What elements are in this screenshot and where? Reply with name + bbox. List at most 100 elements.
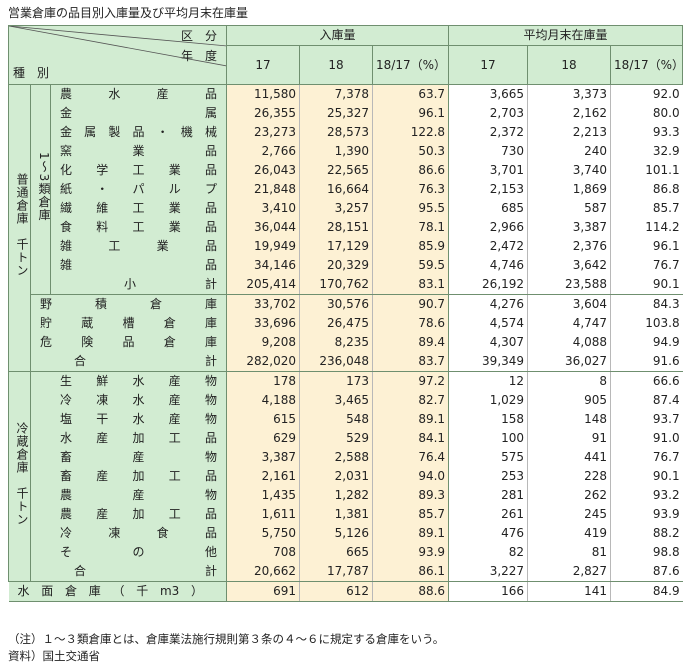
class13-section-label: 1〜3類倉庫 bbox=[30, 84, 51, 295]
cell: 86.6 bbox=[372, 161, 449, 180]
cell: 2,588 bbox=[299, 448, 373, 467]
table-row: 食料工業品 36,044 28,151 78.1 2,966 3,387 114.2 bbox=[9, 218, 683, 237]
cell: 93.9 bbox=[372, 543, 449, 562]
cell: 2,703 bbox=[448, 104, 528, 123]
cell: 7,378 bbox=[299, 84, 373, 104]
table-row: 雑品 34,146 20,329 59.5 4,746 3,642 76.7 bbox=[9, 256, 683, 275]
cell: 85.7 bbox=[610, 199, 683, 218]
cell: 228 bbox=[527, 467, 611, 486]
cell: 529 bbox=[299, 429, 373, 448]
cell: 89.1 bbox=[372, 524, 449, 543]
table-row: 繊維工業品 3,410 3,257 95.5 685 587 85.7 bbox=[9, 199, 683, 218]
table-row: 農産加工品 1,611 1,381 85.7 261 245 93.9 bbox=[9, 505, 683, 524]
cell: 81 bbox=[527, 543, 611, 562]
cell: 2,153 bbox=[448, 180, 528, 199]
cell: 4,746 bbox=[448, 256, 528, 275]
cell: 63.7 bbox=[372, 84, 449, 104]
row-label: 畜産物 bbox=[30, 448, 228, 467]
cell: 122.8 bbox=[372, 123, 449, 142]
table-row: 金属 26,355 25,327 96.1 2,703 2,162 80.0 bbox=[9, 104, 683, 123]
cell: 98.8 bbox=[610, 543, 683, 562]
year-header: 18/17（%） bbox=[372, 45, 450, 85]
table-row: 野積倉庫 33,702 30,576 90.7 4,276 3,604 84.3 bbox=[9, 294, 683, 314]
cell: 103.8 bbox=[610, 314, 683, 333]
cell: 28,151 bbox=[299, 218, 373, 237]
cell: 84.3 bbox=[610, 294, 683, 314]
cell: 100 bbox=[448, 429, 528, 448]
cell: 82.7 bbox=[372, 391, 449, 410]
cell: 629 bbox=[226, 429, 300, 448]
cell: 236,048 bbox=[299, 352, 373, 372]
table-row: 農産物 1,435 1,282 89.3 281 262 93.2 bbox=[9, 486, 683, 505]
cell: 2,966 bbox=[448, 218, 528, 237]
table-row: 窯業品 2,766 1,390 50.3 730 240 32.9 bbox=[9, 142, 683, 161]
cell: 34,146 bbox=[226, 256, 300, 275]
cell: 16,664 bbox=[299, 180, 373, 199]
row-label: 農水産品 bbox=[50, 84, 228, 104]
cell: 2,766 bbox=[226, 142, 300, 161]
cell: 170,762 bbox=[299, 275, 373, 295]
table-row: 合計 20,662 17,787 86.1 3,227 2,827 87.6 bbox=[9, 562, 683, 582]
table-row: 危険品倉庫 9,208 8,235 89.4 4,307 4,088 94.9 bbox=[9, 333, 683, 352]
year-header: 18/17（%） bbox=[610, 45, 684, 85]
reizo-section-label: 冷蔵倉庫 千トン bbox=[8, 371, 31, 582]
cell: 36,044 bbox=[226, 218, 300, 237]
cell: 25,327 bbox=[299, 104, 373, 123]
cell: 90.1 bbox=[610, 275, 683, 295]
cell: 5,750 bbox=[226, 524, 300, 543]
table-row: その他 708 665 93.9 82 81 98.8 bbox=[9, 543, 683, 562]
diagonal-lines bbox=[9, 26, 226, 67]
cell: 39,349 bbox=[448, 352, 528, 372]
cell: 691 bbox=[226, 581, 300, 602]
cell: 80.0 bbox=[610, 104, 683, 123]
cell: 84.1 bbox=[372, 429, 449, 448]
cell: 114.2 bbox=[610, 218, 683, 237]
cell: 96.1 bbox=[372, 104, 449, 123]
cell: 17,129 bbox=[299, 237, 373, 256]
cell: 282,020 bbox=[226, 352, 300, 372]
cell: 101.1 bbox=[610, 161, 683, 180]
source: 資料）国土交通省 bbox=[8, 649, 100, 663]
row-label: 食料工業品 bbox=[50, 218, 228, 237]
table-row: 水面倉庫（千m3） 691 612 88.6 166 141 84.9 bbox=[8, 581, 683, 602]
cell: 86.8 bbox=[610, 180, 683, 199]
table-row: 水産加工品 629 529 84.1 100 91 91.0 bbox=[9, 429, 683, 448]
cell: 3,465 bbox=[299, 391, 373, 410]
cell: 28,573 bbox=[299, 123, 373, 142]
table-row: 合計 282,020 236,048 83.7 39,349 36,027 91.6 bbox=[9, 352, 683, 372]
group-header-in: 入庫量 bbox=[226, 25, 450, 46]
cell: 3,387 bbox=[527, 218, 611, 237]
cell: 86.1 bbox=[372, 562, 449, 582]
cell: 32.9 bbox=[610, 142, 683, 161]
cell: 33,696 bbox=[226, 314, 300, 333]
cell: 178 bbox=[226, 371, 300, 391]
table-row: 紙・パルプ 21,848 16,664 76.3 2,153 1,869 86.8 bbox=[9, 180, 683, 199]
cell: 548 bbox=[299, 410, 373, 429]
cell: 22,565 bbox=[299, 161, 373, 180]
cell: 94.9 bbox=[610, 333, 683, 352]
cell: 23,588 bbox=[527, 275, 611, 295]
cell: 708 bbox=[226, 543, 300, 562]
cell: 89.3 bbox=[372, 486, 449, 505]
cell: 3,665 bbox=[448, 84, 528, 104]
cell: 91.6 bbox=[610, 352, 683, 372]
cell: 1,869 bbox=[527, 180, 611, 199]
row-label: 化学工業品 bbox=[50, 161, 228, 180]
cell: 4,747 bbox=[527, 314, 611, 333]
cell: 148 bbox=[527, 410, 611, 429]
cell: 2,376 bbox=[527, 237, 611, 256]
cell: 3,387 bbox=[226, 448, 300, 467]
cell: 19,949 bbox=[226, 237, 300, 256]
row-label: 畜産加工品 bbox=[30, 467, 228, 486]
year-header: 17 bbox=[226, 45, 301, 85]
kubun-label: 区 分 bbox=[181, 29, 218, 43]
cell: 240 bbox=[527, 142, 611, 161]
table-row: 小計 205,414 170,762 83.1 26,192 23,588 90.1 bbox=[9, 275, 683, 295]
row-label: その他 bbox=[30, 543, 228, 562]
cell: 82 bbox=[448, 543, 528, 562]
note: （注）１〜３類倉庫とは、倉庫業法施行規則第３条の４〜６に規定する倉庫をいう。 bbox=[8, 632, 445, 646]
cell: 905 bbox=[527, 391, 611, 410]
cell: 1,029 bbox=[448, 391, 528, 410]
cell: 141 bbox=[527, 581, 611, 602]
row-label: 農産物 bbox=[30, 486, 228, 505]
